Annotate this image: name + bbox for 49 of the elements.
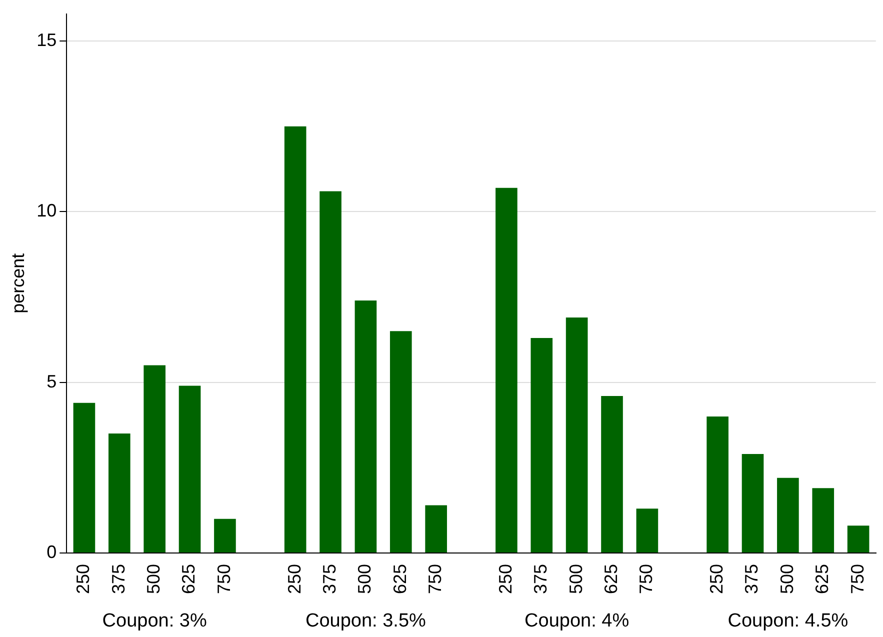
x-tick-label: 250 [706,564,727,594]
bar [73,402,96,552]
x-tick-label: 750 [636,564,656,594]
y-tick-label: 5 [46,371,57,392]
x-tick-label: 375 [319,564,340,594]
bar [847,526,870,552]
x-tick-label: 625 [390,564,410,594]
bar [108,434,130,552]
text: Coupon: 4% [524,610,630,632]
x-tick-label: 250 [284,564,304,594]
x-tick-label: 750 [214,564,234,594]
y-tick-label: 0 [46,542,57,562]
x-tick-label: 500 [566,564,586,594]
x-tick-label: 625 [600,564,621,594]
bar [601,396,623,552]
bar [354,300,377,552]
bar [530,338,553,552]
bar [496,188,518,552]
bar [777,478,799,552]
x-tick-label: 750 [847,564,868,594]
x-tick-label: 375 [742,564,762,594]
bar [144,365,166,552]
y-axis-title: percent [8,253,28,314]
x-tick-label: 500 [354,564,375,594]
x-tick-label: 375 [108,564,128,594]
bar [214,518,236,552]
x-tick-label: 250 [495,564,516,594]
x-tick-label: 625 [812,564,832,594]
text: Coupon: 4.5% [728,610,848,632]
text: Coupon: 3% [102,610,207,632]
text: Coupon: 3.5% [305,610,426,632]
y-tick-label: 15 [36,30,57,50]
bar [566,318,588,552]
bar [812,488,834,552]
bar [706,416,728,552]
y-tick-label: 10 [36,200,57,221]
x-tick-label: 375 [530,564,551,594]
x-tick-label: 250 [73,564,94,594]
bar [178,386,201,552]
bar [390,331,412,552]
bar [425,505,447,552]
bar [320,191,342,552]
x-tick-label: 750 [425,564,446,594]
bar [742,454,764,552]
bar [636,508,658,552]
x-tick-label: 625 [178,564,199,594]
bar [284,126,306,552]
x-tick-label: 500 [144,564,164,594]
x-tick-label: 500 [776,564,797,594]
